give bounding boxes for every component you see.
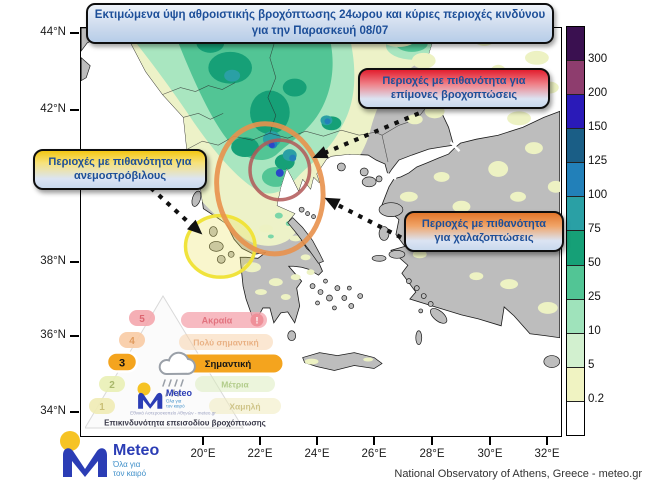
lon-label: 28°E [419, 448, 445, 460]
colorbar-label: 25 [588, 291, 601, 303]
pyramid-caption: Επικινδυνότητα επεισοδίου βροχόπτωσης [104, 419, 266, 428]
pyramid-level-bands: Ακραία ! Πολύ σημαντική Σημαντική Μέτρια… [172, 312, 284, 414]
svg-text:5: 5 [139, 314, 145, 325]
meteo-logo: Meteo Όλα για τον καιρό [60, 431, 159, 478]
lon-label: 30°E [477, 448, 503, 460]
lat-label: 34°N [40, 405, 66, 417]
svg-text:Μέτρια: Μέτρια [221, 380, 249, 390]
logo-wordmark: Meteo [113, 442, 159, 459]
pyramid-logo-subtext: Εθνικό Αστεροσκοπείο Αθηνών - meteo.gr [130, 410, 216, 416]
colorbar-segment [567, 401, 584, 435]
active-level-number: 3 [119, 358, 125, 370]
svg-text:1: 1 [99, 402, 105, 413]
storm-risk-ellipse [214, 121, 326, 257]
tornado-risk-ellipse [183, 213, 257, 279]
svg-text:Όλα για: Όλα για [165, 399, 182, 404]
colorbar-segment [567, 265, 584, 300]
axis-tick [202, 437, 204, 445]
colorbar-segment [567, 163, 584, 198]
rain-cloud-icon [158, 351, 196, 397]
colorbar-label: 0.2 [588, 393, 604, 405]
svg-text:Ακραία: Ακραία [202, 316, 233, 326]
colorbar-label: 125 [588, 155, 608, 167]
colorbar-label: 75 [588, 223, 601, 235]
lon-label: 20°E [190, 448, 216, 460]
colorbar-segment [567, 333, 584, 368]
lon-label: 32°E [534, 448, 560, 460]
islands [191, 162, 560, 371]
colorbar-label: 200 [588, 87, 608, 99]
arrowheads [186, 146, 341, 235]
island-patches [304, 357, 374, 365]
axis-tick [259, 437, 261, 445]
svg-text:!: ! [256, 316, 259, 326]
risk-pyramid-legend: 5 4 3 2 1 Ακραία ! Πολύ σημαντική Σημαντ… [85, 295, 284, 429]
axis-tick [373, 437, 375, 445]
axis-tick [70, 335, 79, 337]
callout-arrows [149, 111, 420, 245]
persistent-rain-risk-circle [248, 138, 312, 202]
svg-text:Πολύ σημαντική: Πολύ σημαντική [193, 338, 259, 348]
lon-label: 22°E [247, 448, 273, 460]
axis-tick [546, 437, 548, 445]
map-title-line2: για την Παρασκευή 08/07 [251, 24, 389, 37]
callout-tornado: Περιοχές με πιθανότητα για ανεμοστρόβιλο… [33, 149, 207, 190]
axis-tick [70, 32, 79, 34]
colorbar-label: 10 [588, 325, 601, 337]
lat-label: 38°N [40, 255, 66, 267]
colorbar-label: 300 [588, 53, 608, 65]
svg-text:Όλα για: Όλα για [112, 460, 141, 469]
colorbar-label: 100 [588, 189, 608, 201]
lat-label: 36°N [40, 329, 66, 341]
axis-tick [316, 437, 318, 445]
colorbar-segment [567, 197, 584, 232]
colorbar-label: 150 [588, 121, 608, 133]
lat-label: 42°N [40, 103, 66, 115]
map-title: Εκτιμώμενα ύψη αθροιστικής βροχόπτωσης 2… [86, 3, 554, 45]
map-title-line1: Εκτιμώμενα ύψη αθροιστικής βροχόπτωσης 2… [94, 9, 546, 21]
colorbar-segment [567, 367, 584, 402]
svg-text:τον καιρό: τον καιρό [113, 469, 147, 478]
precipitation-colorbar [566, 26, 585, 436]
pyramid-level-tabs: 5 4 3 2 1 [89, 310, 155, 414]
colorbar-segment [567, 95, 584, 130]
axis-tick [70, 109, 79, 111]
logo-m-mark [63, 448, 107, 477]
lon-label: 24°E [304, 448, 330, 460]
svg-text:Χαμηλή: Χαμηλή [229, 402, 260, 412]
lon-label: 26°E [361, 448, 387, 460]
alert-icon [250, 313, 264, 327]
svg-text:τον καιρό: τον καιρό [166, 403, 185, 409]
straits [386, 141, 461, 180]
logo-sun-dot [60, 431, 80, 451]
svg-text:4: 4 [129, 336, 135, 347]
precipitation-shading [122, 28, 454, 246]
colorbar-segment [567, 129, 584, 164]
attribution-text: National Observatory of Athens, Greece -… [394, 468, 642, 480]
pyramid-meteo-logo: Meteo Όλα για τον καιρό Εθνικό Αστεροσκο… [130, 382, 216, 416]
callout-persistent-rain: Περιοχές με πιθανότητα για επίμονες βροχ… [358, 68, 550, 109]
axis-tick [70, 261, 79, 263]
colorbar-segment [567, 61, 584, 96]
axis-tick [489, 437, 491, 445]
axis-tick [70, 411, 79, 413]
axis-tick [431, 437, 433, 445]
colorbar-segment [567, 27, 584, 62]
svg-text:2: 2 [109, 380, 115, 391]
callout-hail: Περιοχές με πιθανότητα για χαλαζοπτώσεις [404, 211, 564, 252]
svg-text:Σημαντική: Σημαντική [205, 359, 252, 370]
colorbar-segment [567, 231, 584, 266]
lat-label: 44°N [40, 26, 66, 38]
colorbar-label: 5 [588, 359, 595, 371]
colorbar-segment [567, 299, 584, 334]
svg-text:Meteo: Meteo [166, 388, 193, 398]
colorbar-label: 50 [588, 257, 601, 269]
